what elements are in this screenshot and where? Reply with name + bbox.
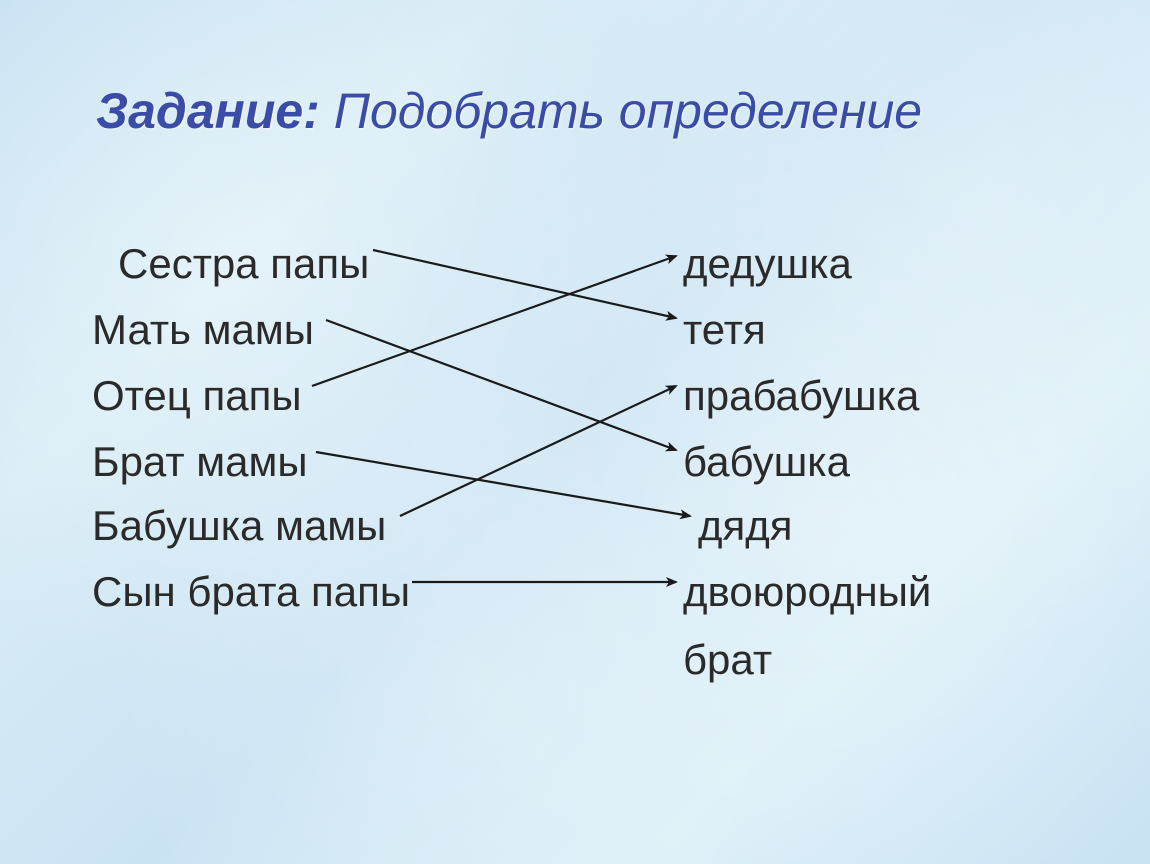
title-bold: Задание: bbox=[96, 83, 320, 139]
right-label: тетя bbox=[683, 306, 766, 354]
left-label: Брат мамы bbox=[92, 438, 308, 486]
right-label: прабабушка bbox=[683, 372, 919, 420]
right-label: брат bbox=[683, 636, 772, 684]
right-label: дядя bbox=[698, 502, 793, 550]
left-label: Бабушка мамы bbox=[92, 502, 386, 550]
slide-title: Задание: Подобрать определение bbox=[96, 82, 922, 140]
right-label: двоюродный bbox=[683, 568, 931, 616]
left-label: Сын брата папы bbox=[92, 568, 410, 616]
left-label: Отец папы bbox=[92, 372, 302, 420]
right-label: дедушка bbox=[683, 240, 852, 288]
title-rest: Подобрать определение bbox=[320, 83, 922, 139]
left-label: Мать мамы bbox=[92, 306, 314, 354]
left-label: Сестра папы bbox=[118, 240, 369, 288]
right-label: бабушка bbox=[683, 438, 850, 486]
